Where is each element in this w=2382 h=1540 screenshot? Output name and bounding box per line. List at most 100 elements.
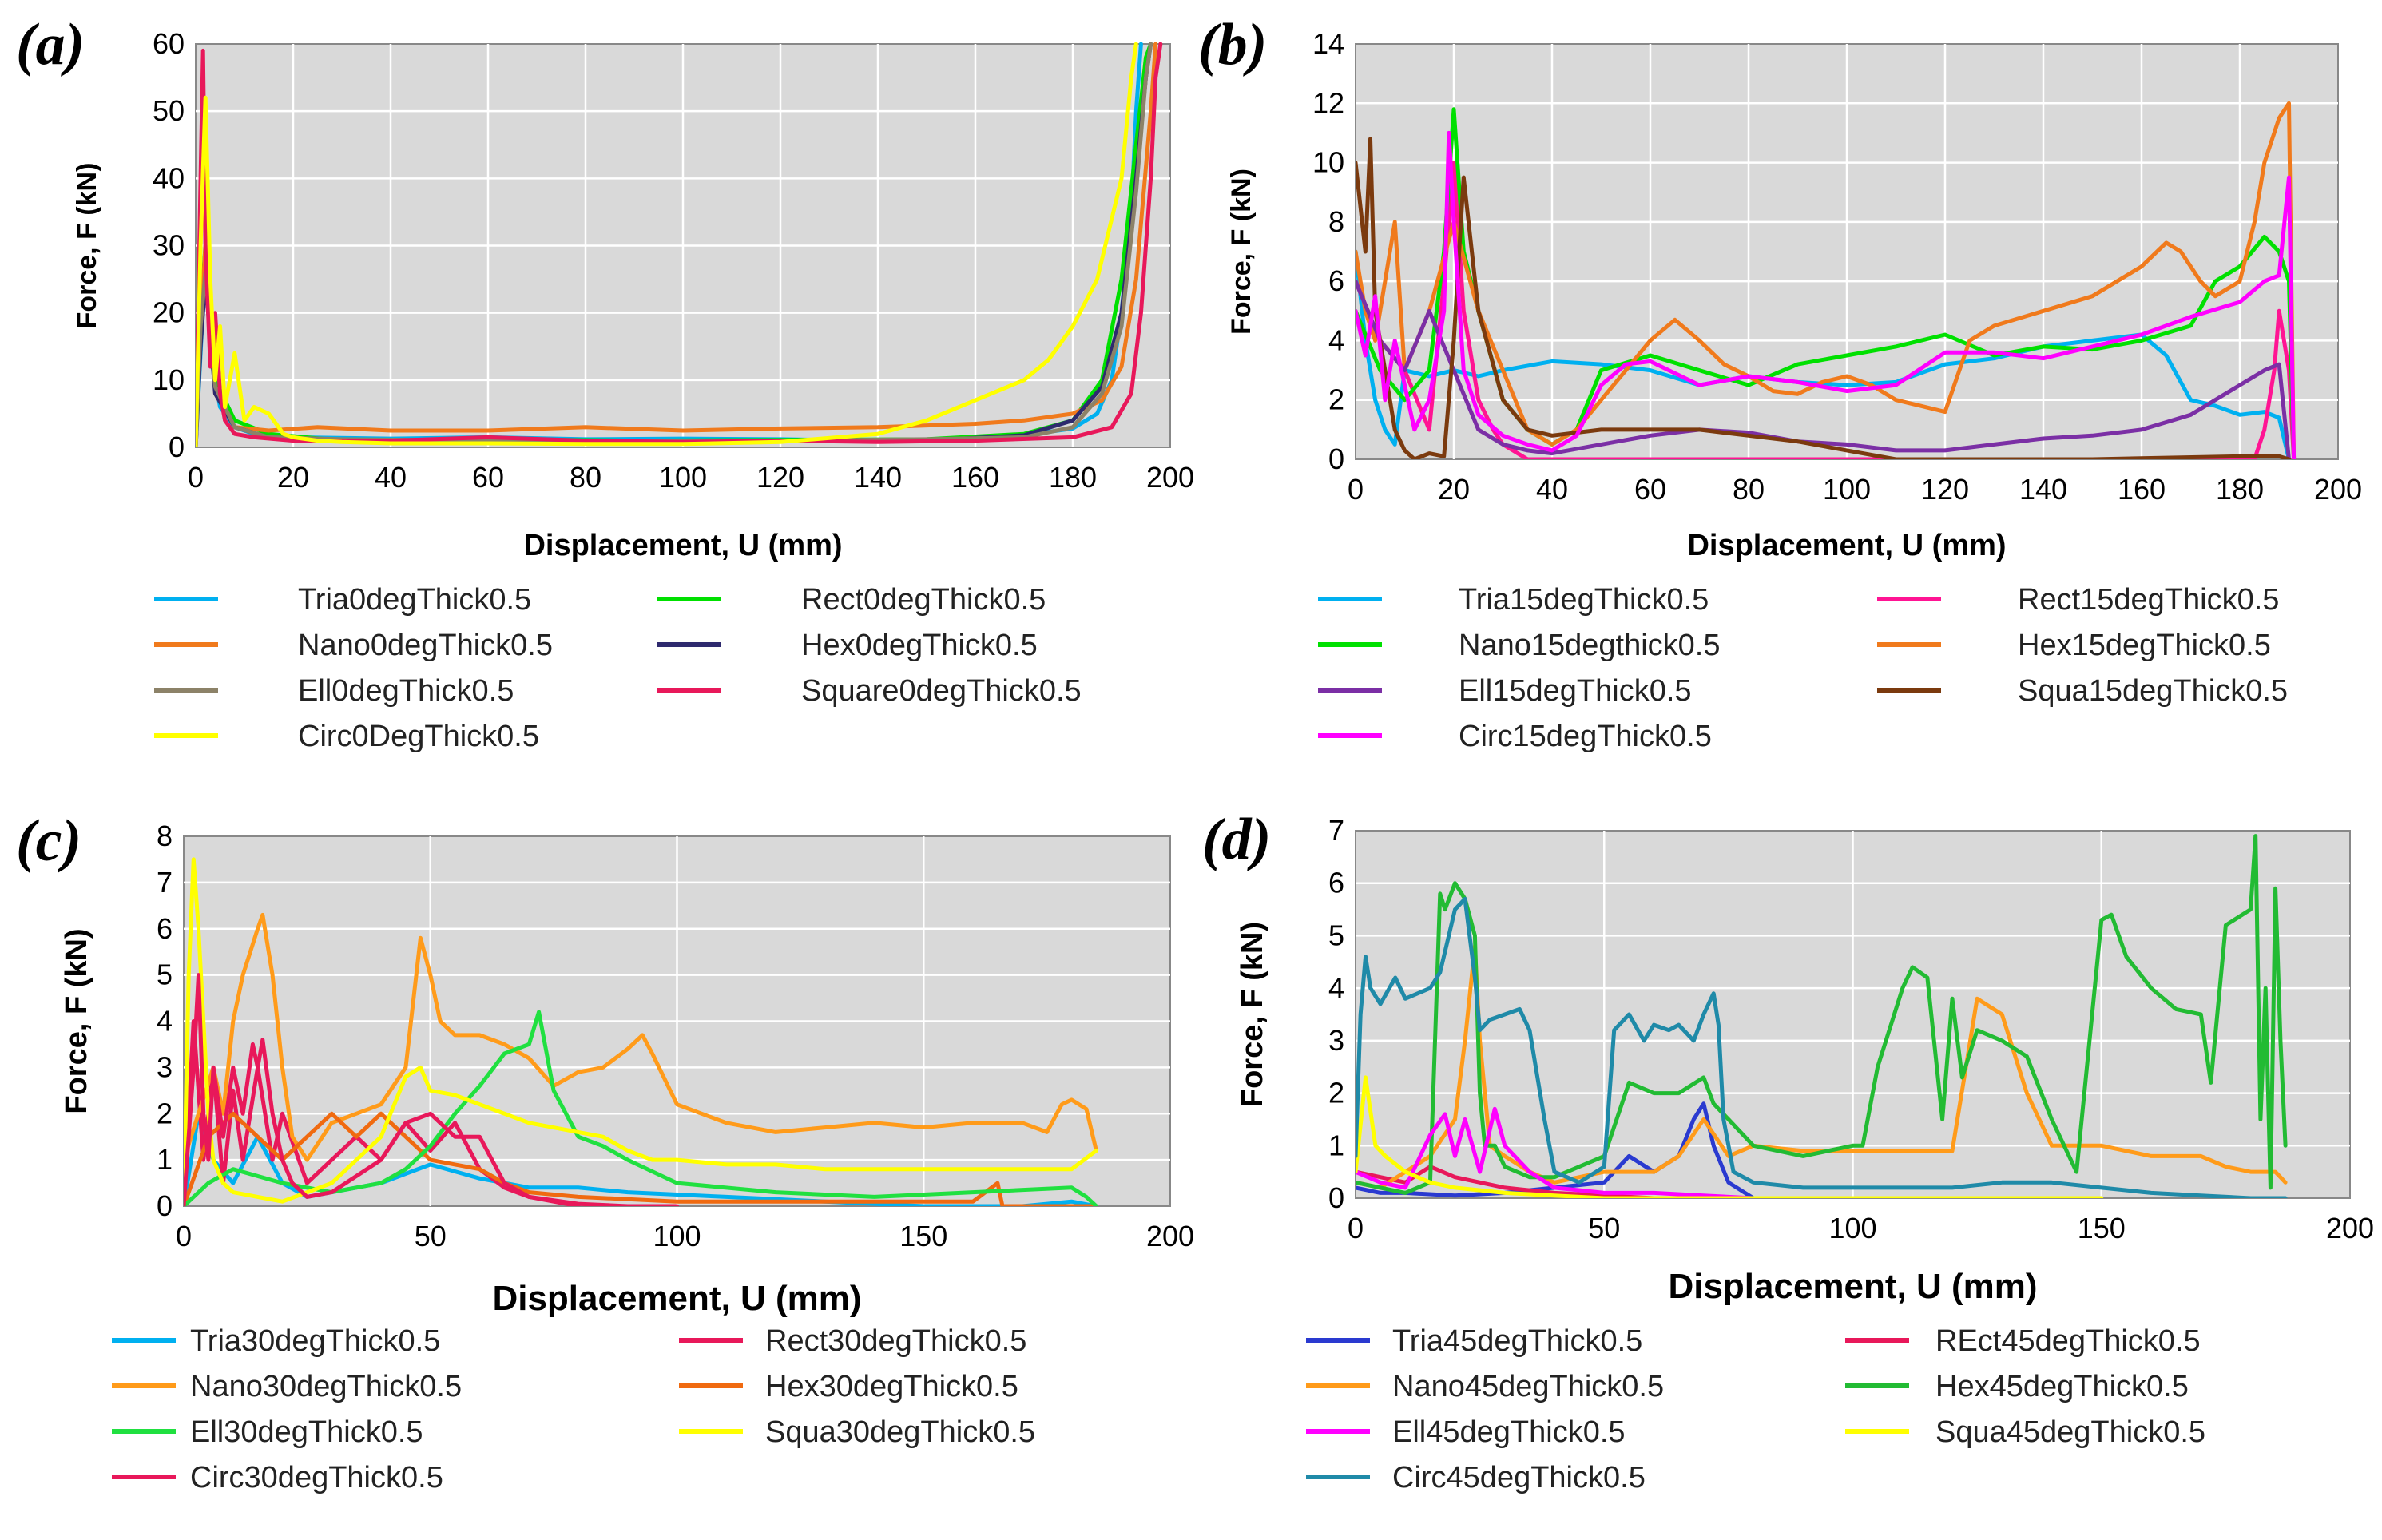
x-tick-label: 100 [659,461,707,494]
y-tick-label: 0 [1328,1181,1344,1214]
series-line-Tria30degThick0.5 [184,1111,1098,1206]
x-tick-label: 0 [176,1220,192,1252]
legend-label: Circ15degThick0.5 [1459,720,1712,753]
series-line-Circ45degThick0.5 [1356,896,2288,1198]
legend-label: Hex15degThick0.5 [2018,629,2271,662]
legend-label: Rect15degThick0.5 [2018,583,2279,617]
legend-label: Square0degThick0.5 [801,674,1082,708]
x-tick-label: 80 [570,461,601,494]
x-tick-label: 100 [1823,473,1871,506]
x-axis-title: Displacement, U (mm) [523,529,842,562]
series-line-Circ0DegThick0.5 [196,42,1138,447]
panel-c: 0 1 2 3 4 5 6 7 8 0 50 100 150 200 Displacement, U (mm… [16,808,1194,1494]
y-tick-label: 0 [1328,443,1344,475]
x-tick-label: 200 [2314,473,2362,506]
series-line-Ell30degThick0.5 [184,1010,1098,1206]
y-tick-label: 50 [153,94,185,127]
y-axis-title: Force, F (kN) [72,163,102,329]
y-tick-label: 2 [157,1097,173,1129]
x-tick-label: 150 [899,1220,947,1252]
y-tick-label: 6 [1328,867,1344,899]
x-axis-title: Displacement, U (mm) [1687,529,2006,562]
legend-label: Nano45degThick0.5 [1392,1370,1664,1403]
y-tick-label: 20 [153,296,185,329]
series-group [196,42,1163,447]
x-tick-label: 150 [2078,1212,2126,1244]
x-tick-label: 20 [277,461,309,494]
x-tick-label: 180 [2216,473,2264,506]
y-tick-label: 0 [169,431,185,463]
legend-label: Circ30degThick0.5 [190,1461,443,1494]
legend-label: Ell30degThick0.5 [190,1415,423,1449]
y-tick-label: 12 [1312,86,1344,119]
x-tick-label: 200 [1146,1220,1194,1252]
y-tick-label: 7 [1328,814,1344,847]
x-tick-label: 20 [1438,473,1470,506]
legend-label: Squa15degThick0.5 [2018,674,2288,708]
series-group [184,857,1098,1206]
series-line-Hex15degThick0.5 [1356,101,2297,459]
x-tick-label: 100 [653,1220,701,1252]
y-tick-label: 14 [1312,27,1344,60]
y-tick-label: 4 [157,1005,173,1038]
x-axis-title: Displacement, U (mm) [492,1279,861,1318]
y-tick-label: 60 [153,27,185,60]
legend-label: Tria0degThick0.5 [298,583,531,617]
series-line-Circ15degThick0.5 [1356,130,2297,459]
y-axis-title: Force, F (kN) [1226,169,1257,335]
y-tick-label: 3 [157,1050,173,1083]
legend-label: REct45degThick0.5 [1935,1324,2201,1358]
panel-letter: (a) [16,12,85,77]
legend-label: Ell15degThick0.5 [1459,674,1692,708]
x-tick-label: 160 [2118,473,2166,506]
y-tick-label: 2 [1328,383,1344,416]
legend-label: Ell0degThick0.5 [298,674,514,708]
x-tick-label: 200 [2326,1212,2374,1244]
y-tick-label: 8 [1328,205,1344,238]
legend-label: Squa45degThick0.5 [1935,1415,2205,1449]
series-line-Squa45degThick0.5 [1356,1075,2104,1198]
series-group [1356,834,2288,1198]
legend-label: Circ0DegThick0.5 [298,720,539,753]
y-tick-label: 30 [153,229,185,262]
y-tick-label: 6 [157,912,173,945]
series-group [1356,101,2297,459]
y-tick-label: 10 [153,363,185,396]
panel-d: 0 1 2 3 4 5 6 7 0 50 100 150 200 Displacement, U (mm)… [1202,807,2374,1494]
series-line-Square0degThick0.5 [196,42,1163,447]
x-tick-label: 140 [854,461,902,494]
x-tick-label: 60 [1634,473,1666,506]
legend-label: Nano0degThick0.5 [298,629,553,662]
x-tick-label: 40 [1536,473,1568,506]
legend-label: Nano30degThick0.5 [190,1370,462,1403]
legend-label: Hex30degThick0.5 [765,1370,1018,1403]
legend-label: Nano15degthick0.5 [1459,629,1720,662]
x-tick-label: 50 [1588,1212,1620,1244]
y-tick-label: 4 [1328,971,1344,1004]
x-tick-label: 200 [1146,461,1194,494]
panel-letter: (b) [1198,12,1267,77]
y-tick-label: 1 [157,1143,173,1176]
x-tick-label: 50 [415,1220,447,1252]
x-tick-label: 120 [1921,473,1969,506]
x-tick-label: 40 [375,461,407,494]
x-tick-label: 120 [756,461,804,494]
y-tick-label: 2 [1328,1077,1344,1109]
series-line-Squa15degThick0.5 [1356,137,2291,459]
y-tick-label: 1 [1328,1129,1344,1161]
legend-label: Rect30degThick0.5 [765,1324,1026,1358]
legend-label: Tria45degThick0.5 [1392,1324,1642,1358]
x-axis-title: Displacement, U (mm) [1668,1267,2037,1306]
x-tick-label: 160 [951,461,999,494]
y-tick-label: 3 [1328,1024,1344,1057]
x-tick-label: 140 [2019,473,2067,506]
y-tick-label: 5 [1328,919,1344,951]
x-tick-label: 0 [188,461,204,494]
legend-label: Tria30degThick0.5 [190,1324,440,1358]
series-line-Ell45degThick0.5 [1356,1106,1855,1198]
x-tick-label: 100 [1828,1212,1876,1244]
x-tick-label: 60 [472,461,504,494]
legend-label: Circ45degThick0.5 [1392,1461,1646,1494]
